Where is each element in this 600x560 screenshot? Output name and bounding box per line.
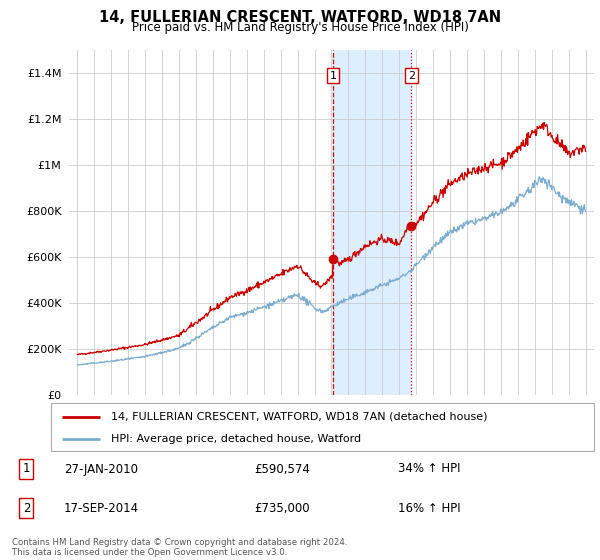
- Text: £735,000: £735,000: [254, 502, 310, 515]
- Text: 1: 1: [23, 463, 30, 475]
- Bar: [333, 50, 412, 395]
- Text: 34% ↑ HPI: 34% ↑ HPI: [398, 463, 460, 475]
- FancyBboxPatch shape: [51, 403, 594, 451]
- Text: 16% ↑ HPI: 16% ↑ HPI: [398, 502, 461, 515]
- Text: 1: 1: [329, 71, 337, 81]
- Text: 17-SEP-2014: 17-SEP-2014: [64, 502, 139, 515]
- Text: Contains HM Land Registry data © Crown copyright and database right 2024.
This d: Contains HM Land Registry data © Crown c…: [12, 538, 347, 557]
- Text: HPI: Average price, detached house, Watford: HPI: Average price, detached house, Watf…: [111, 434, 361, 444]
- Text: Price paid vs. HM Land Registry's House Price Index (HPI): Price paid vs. HM Land Registry's House …: [131, 21, 469, 34]
- Text: 14, FULLERIAN CRESCENT, WATFORD, WD18 7AN (detached house): 14, FULLERIAN CRESCENT, WATFORD, WD18 7A…: [111, 412, 487, 422]
- Text: 2: 2: [23, 502, 30, 515]
- Text: £590,574: £590,574: [254, 463, 310, 475]
- Text: 27-JAN-2010: 27-JAN-2010: [64, 463, 138, 475]
- Text: 14, FULLERIAN CRESCENT, WATFORD, WD18 7AN: 14, FULLERIAN CRESCENT, WATFORD, WD18 7A…: [99, 10, 501, 25]
- Text: 2: 2: [408, 71, 415, 81]
